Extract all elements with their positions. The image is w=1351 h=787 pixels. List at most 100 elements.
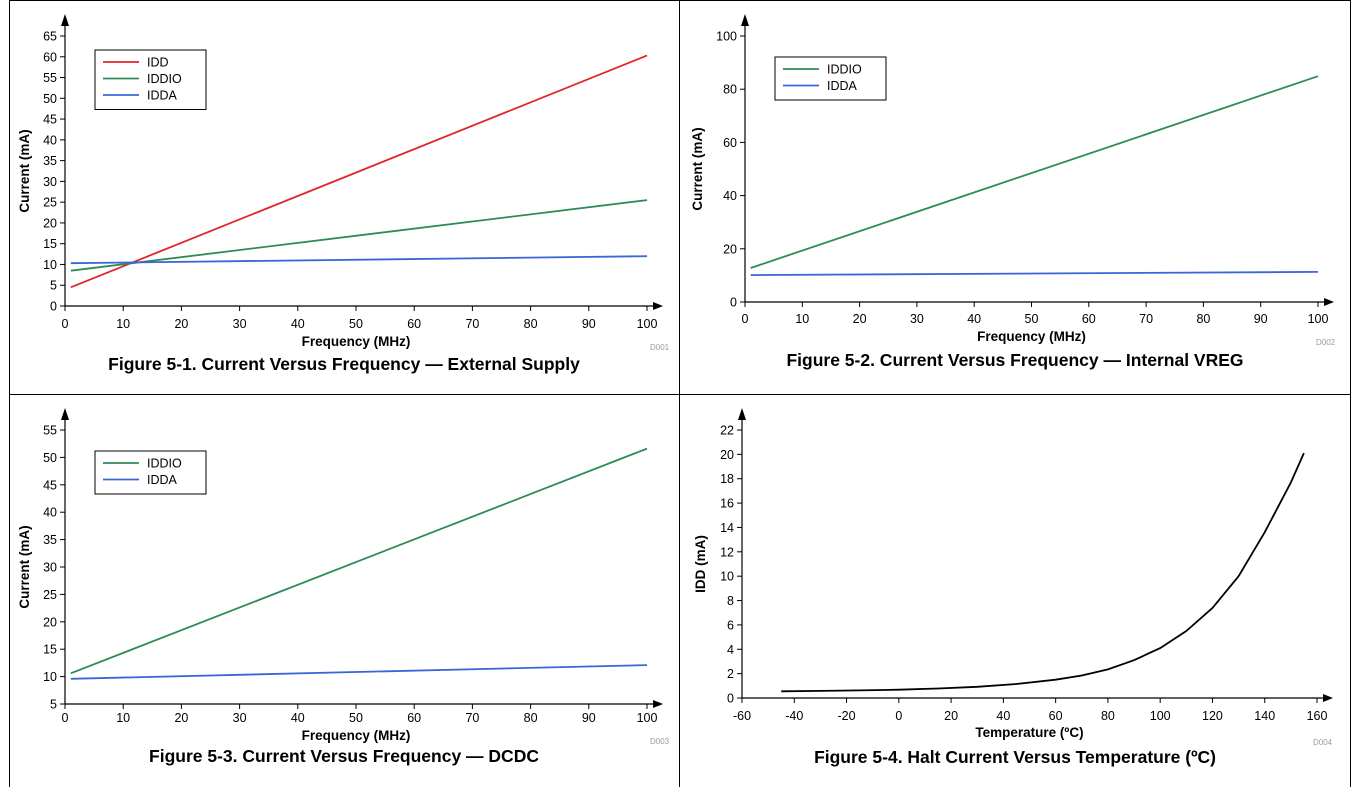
x-tick-label: 80 xyxy=(524,711,538,725)
y-axis-label: Current (mA) xyxy=(690,127,705,210)
legend-label-idda: IDDA xyxy=(147,89,178,103)
x-tick-label: -60 xyxy=(733,709,751,723)
x-tick-label: 50 xyxy=(349,711,363,725)
legend-label-idda: IDDA xyxy=(827,79,858,93)
chart-panel-4: -60 -40 -20 0 20 40 60 80 100 120 140 160 0 2 4 6 8 10 12 1… xyxy=(680,395,1350,787)
x-tick-label: 20 xyxy=(944,709,958,723)
x-tick-label: 50 xyxy=(349,317,363,331)
x-tick-label: 0 xyxy=(62,711,69,725)
idd-temperature-series-line xyxy=(781,452,1305,693)
y-tick-label: 60 xyxy=(43,50,57,64)
y-tick-label: 18 xyxy=(720,472,734,486)
y-tick-label: 80 xyxy=(723,83,737,97)
figure-caption: Figure 5-3. Current Versus Frequency — D… xyxy=(149,746,539,766)
y-tick-label: 2 xyxy=(727,667,734,681)
y-tick-label: 10 xyxy=(43,670,57,684)
x-tick-label: 40 xyxy=(291,711,305,725)
figure-code: D003 xyxy=(650,737,670,746)
y-axis-arrow xyxy=(61,14,69,26)
x-tick-label: 70 xyxy=(1139,312,1153,326)
x-axis-label: Frequency (MHz) xyxy=(977,329,1086,344)
x-axis-arrow xyxy=(1324,298,1334,306)
y-tick-label: 22 xyxy=(720,424,734,438)
y-tick-label: 12 xyxy=(720,545,734,559)
x-tick-label: 40 xyxy=(996,709,1010,723)
figure-code: D001 xyxy=(650,343,670,352)
y-tick-label: 6 xyxy=(727,618,734,632)
x-tick-label: 20 xyxy=(174,317,188,331)
x-tick-label: 160 xyxy=(1307,709,1328,723)
x-tick-label: 120 xyxy=(1202,709,1223,723)
figure-caption: Figure 5-4. Halt Current Versus Temperat… xyxy=(814,747,1216,767)
x-tick-label: 0 xyxy=(62,317,69,331)
y-axis-label: IDD (mA) xyxy=(693,535,708,593)
x-tick-label: 60 xyxy=(407,711,421,725)
chart-svg-2: 0 10 20 30 40 50 60 70 80 90 100 0 20 40 60 80 100 Freque… xyxy=(690,14,1334,344)
x-tick-label: 40 xyxy=(967,312,981,326)
x-axis-label: Temperature (ºC) xyxy=(975,725,1083,740)
y-tick-label: 35 xyxy=(43,154,57,168)
x-tick-label: 10 xyxy=(795,312,809,326)
y-tick-label: 50 xyxy=(43,451,57,465)
legend-label-idda: IDDA xyxy=(147,473,178,487)
idda-series-line xyxy=(750,271,1319,276)
chart-svg-3: 0 10 20 30 40 50 60 70 80 90 100 5 10 15 20 25 30 35 40 45 5… xyxy=(17,408,663,743)
y-tick-label: 55 xyxy=(43,71,57,85)
y-tick-label: 25 xyxy=(43,588,57,602)
y-axis-label: Current (mA) xyxy=(17,525,32,608)
y-tick-label: 50 xyxy=(43,92,57,106)
x-axis-arrow xyxy=(653,700,663,708)
y-tick-label: 0 xyxy=(50,300,57,314)
y-axis-arrow xyxy=(61,408,69,420)
x-tick-label: 50 xyxy=(1025,312,1039,326)
y-tick-label: 15 xyxy=(43,643,57,657)
frame-middle-horizontal xyxy=(9,394,1351,395)
x-tick-label: 10 xyxy=(116,711,130,725)
y-tick-label: 45 xyxy=(43,478,57,492)
y-tick-label: 14 xyxy=(720,521,734,535)
x-axis-label: Frequency (MHz) xyxy=(302,334,411,349)
chart-panel-1: 0 10 20 30 40 50 60 70 80 90 100 0 5 10 15 20 25 30 35 40 45… xyxy=(9,0,679,394)
x-tick-label: 40 xyxy=(291,317,305,331)
x-tick-label: 100 xyxy=(1308,312,1329,326)
y-tick-label: 20 xyxy=(43,216,57,230)
y-tick-label: 65 xyxy=(43,30,57,44)
x-tick-label: 30 xyxy=(233,711,247,725)
y-tick-label: 4 xyxy=(727,643,734,657)
figure-code: D004 xyxy=(1313,738,1333,747)
x-tick-label: 10 xyxy=(116,317,130,331)
y-tick-label: 15 xyxy=(43,237,57,251)
y-tick-label: 5 xyxy=(50,698,57,712)
y-tick-label: 35 xyxy=(43,533,57,547)
y-axis-arrow xyxy=(741,14,749,26)
legend-label-iddio: IDDIO xyxy=(147,457,182,471)
x-tick-label: 70 xyxy=(465,711,479,725)
x-tick-label: -20 xyxy=(838,709,856,723)
idda-series-line xyxy=(70,664,648,680)
y-tick-label: 5 xyxy=(50,279,57,293)
x-axis-arrow xyxy=(1323,694,1333,702)
legend-label-iddio: IDDIO xyxy=(827,63,862,77)
x-tick-label: 20 xyxy=(853,312,867,326)
x-tick-label: 0 xyxy=(895,709,902,723)
y-tick-label: 25 xyxy=(43,196,57,210)
y-tick-label: 20 xyxy=(720,448,734,462)
frame-top xyxy=(9,0,1351,1)
x-tick-label: 30 xyxy=(910,312,924,326)
iddio-series-line xyxy=(70,447,648,675)
y-tick-label: 40 xyxy=(723,189,737,203)
x-tick-label: 60 xyxy=(1049,709,1063,723)
y-tick-label: 10 xyxy=(720,570,734,584)
y-tick-label: 60 xyxy=(723,136,737,150)
legend-box xyxy=(94,450,207,495)
y-tick-label: 20 xyxy=(43,615,57,629)
y-axis-arrow xyxy=(738,408,746,420)
y-tick-label: 100 xyxy=(716,30,737,44)
iddio-series-line xyxy=(750,75,1319,269)
chart-panel-3: 0 10 20 30 40 50 60 70 80 90 100 5 10 15 20 25 30 35 40 45 5… xyxy=(9,395,679,787)
y-tick-label: 16 xyxy=(720,497,734,511)
idda-series-line xyxy=(70,255,648,265)
x-tick-label: 0 xyxy=(742,312,749,326)
x-tick-label: 100 xyxy=(1150,709,1171,723)
